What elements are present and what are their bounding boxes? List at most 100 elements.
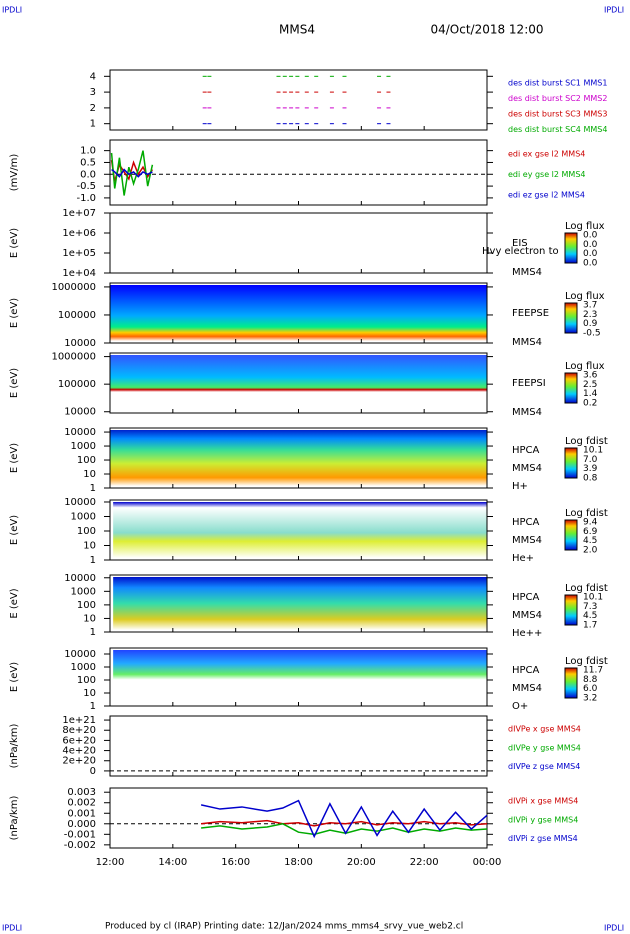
instrument-label: HPCA <box>512 445 540 456</box>
legend-entry: dIVPe x gse MMS4 <box>508 725 581 734</box>
colorbar <box>564 447 578 479</box>
corner-mark: IPDLI <box>2 924 22 933</box>
instrument-label: HPCA <box>512 665 540 676</box>
colorbar-title: Log flux <box>565 221 605 232</box>
y-tick-label: 100 <box>77 675 96 686</box>
panel-frame <box>109 69 488 131</box>
legend-entry: edi ey gse l2 MMS4 <box>508 170 586 179</box>
panel-frame <box>109 212 488 274</box>
y-tick-label: 1000 <box>71 586 96 597</box>
y-tick-label: 10000 <box>64 649 96 660</box>
colorbar <box>564 302 578 334</box>
y-tick-label: 100 <box>77 455 96 466</box>
y-tick-label: 1 <box>90 627 96 638</box>
y-tick-label: 1 <box>90 119 96 130</box>
colorbar-tick-label: 4.5 <box>583 611 597 621</box>
x-tick-label: 12:00 <box>96 857 125 868</box>
spectrogram <box>113 577 488 630</box>
y-tick-label: 100 <box>77 600 96 611</box>
colorbar-title: Log fdist <box>565 583 608 594</box>
colorbar-title: Log flux <box>565 361 605 372</box>
colorbar-tick-label: 11.7 <box>583 666 603 676</box>
y-tick-label: 0.5 <box>80 157 96 168</box>
y-axis-label: E (eV) <box>9 662 20 692</box>
y-tick-label: 0.000 <box>67 819 96 830</box>
instrument-label: MMS4 <box>512 337 542 348</box>
y-tick-label: 1.0 <box>80 146 96 157</box>
colorbar-tick-label: 0.0 <box>583 231 598 241</box>
y-tick-label: 1e+04 <box>62 268 96 279</box>
legend-entry: dIVPe y gse MMS4 <box>508 743 581 752</box>
y-tick-label: 10000 <box>64 573 96 584</box>
y-tick-label: 0.003 <box>67 787 96 798</box>
y-tick-label: -0.002 <box>64 840 96 851</box>
y-tick-label: 100 <box>77 526 96 537</box>
instrument-label: MMS4 <box>512 463 542 474</box>
colorbar-tick-label: 2.5 <box>583 380 597 390</box>
colorbar-tick-label: 0.2 <box>583 399 597 409</box>
instrument-label: FEEPSE <box>512 308 549 319</box>
y-tick-label: 2 <box>90 103 96 114</box>
instrument-label: MMS4 <box>512 683 542 694</box>
legend-entry: des dist burst SC4 MMS4 <box>508 125 607 134</box>
colorbar-tick-label: 0.0 <box>583 240 598 250</box>
mission: MMS4 <box>279 23 315 37</box>
y-tick-label: 6e+20 <box>62 735 96 746</box>
colorbar-tick-label: 6.9 <box>583 527 598 537</box>
colorbar-tick-label: 0.9 <box>583 319 598 329</box>
y-tick-label: -0.001 <box>64 829 96 840</box>
instrument-label: He+ <box>512 553 534 564</box>
x-tick-label: 20:00 <box>347 857 376 868</box>
y-axis-label: E (eV) <box>9 515 20 545</box>
colorbar-tick-label: 4.5 <box>583 536 597 546</box>
y-axis-label: E (eV) <box>9 443 20 473</box>
x-tick-label: 18:00 <box>284 857 313 868</box>
corner-mark: IPDLI <box>2 6 22 15</box>
colorbar-tick-label: 0.8 <box>583 474 598 484</box>
corner-mark: IPDLI <box>604 924 624 933</box>
spectrogram <box>110 355 487 411</box>
y-axis-label: (mV/m) <box>9 154 20 192</box>
y-tick-label: 1 <box>90 555 96 566</box>
y-tick-label: 0.002 <box>67 798 96 809</box>
y-tick-label: 10 <box>83 688 96 699</box>
series-line <box>201 819 488 827</box>
y-tick-label: 8e+20 <box>62 725 96 736</box>
y-tick-label: 2e+20 <box>62 756 96 767</box>
x-tick-label: 16:00 <box>221 857 250 868</box>
instrument-label: MMS4 <box>512 267 542 278</box>
datetime: 04/Oct/2018 12:00 <box>430 23 543 37</box>
series-line <box>201 823 488 836</box>
x-tick-label: 22:00 <box>410 857 439 868</box>
y-tick-label: 1e+06 <box>62 228 96 239</box>
colorbar-title: Log fdist <box>565 436 608 447</box>
colorbar-tick-label: 10.1 <box>583 593 603 603</box>
y-tick-label: 0.0 <box>80 169 96 180</box>
instrument-label: HPCA <box>512 517 540 528</box>
y-tick-label: 4 <box>90 71 96 82</box>
colorbar-title: Log fdist <box>565 656 608 667</box>
instrument-label: HPCA <box>512 592 540 603</box>
y-tick-label: 1000 <box>71 441 96 452</box>
corner-mark: IPDLI <box>604 6 624 15</box>
y-tick-label: 4e+20 <box>62 746 96 757</box>
x-tick-label: 14:00 <box>158 857 187 868</box>
legend-entry: dIVPe z gse MMS4 <box>508 762 580 771</box>
colorbar <box>564 667 578 699</box>
legend-entry: des dist burst SC1 MMS1 <box>508 79 607 88</box>
colorbar-tick-label: 1.4 <box>583 389 598 399</box>
y-tick-label: 1 <box>90 483 96 494</box>
footer: Produced by cl (IRAP) Printing date: 12/… <box>105 922 463 932</box>
y-tick-label: 3 <box>90 87 96 98</box>
y-axis-label: E (eV) <box>9 368 20 398</box>
instrument-label: MMS4 <box>512 407 542 418</box>
y-tick-label: -1.0 <box>76 193 96 204</box>
instrument-label: He++ <box>512 628 542 639</box>
y-tick-label: 10000 <box>64 427 96 438</box>
y-tick-label: 1000 <box>71 511 96 522</box>
y-tick-label: 10000 <box>64 497 96 508</box>
colorbar <box>564 519 578 551</box>
y-axis-label: E (eV) <box>9 298 20 328</box>
spectrogram <box>113 650 488 704</box>
